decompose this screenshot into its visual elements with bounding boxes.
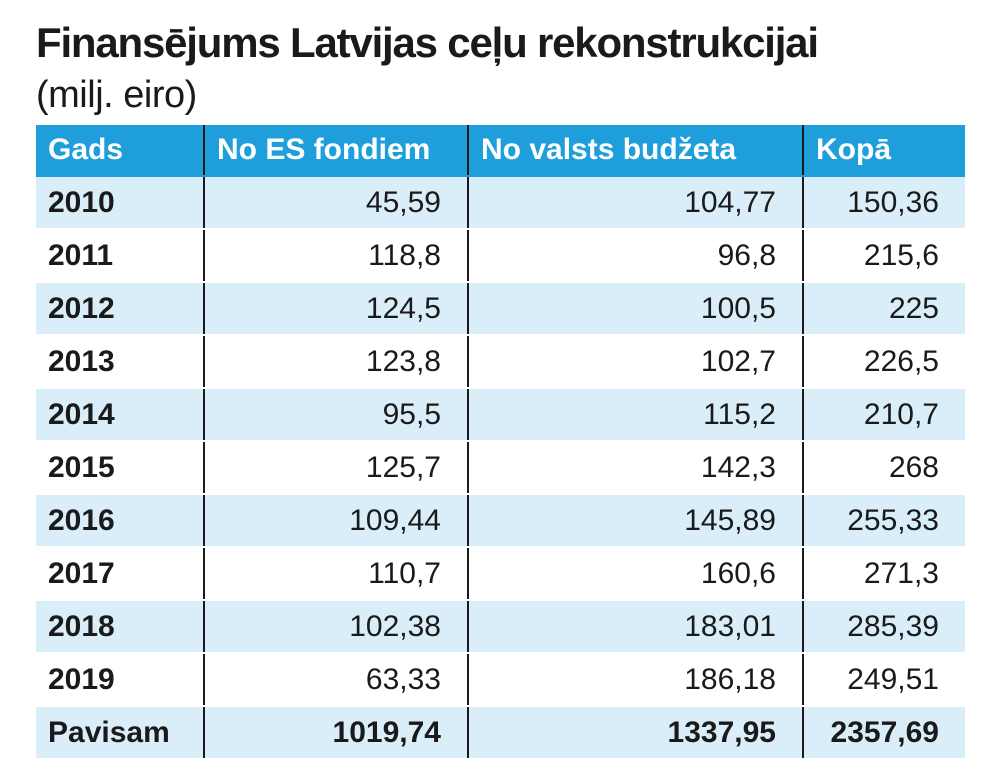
- year-cell: 2012: [36, 282, 204, 336]
- table-row: 2018 102,38 183,01 285,39: [36, 600, 965, 654]
- year-cell: 2011: [36, 229, 204, 283]
- total-state-budget-cell: 1337,95: [467, 706, 803, 760]
- year-cell: 2019: [36, 653, 204, 707]
- header-state-budget: No valsts budžeta: [467, 125, 803, 177]
- total-row: Pavisam 1019,74 1337,95 2357,69: [36, 706, 965, 760]
- table-row: 2014 95,5 115,2 210,7: [36, 388, 965, 442]
- year-cell: 2018: [36, 600, 204, 654]
- eu-funds-cell: 102,38: [203, 600, 468, 654]
- table-row: 2017 110,7 160,6 271,3: [36, 547, 965, 601]
- state-budget-cell: 183,01: [467, 600, 803, 654]
- year-cell: 2014: [36, 388, 204, 442]
- table-row: 2015 125,7 142,3 268: [36, 441, 965, 495]
- table-row: 2010 45,59 104,77 150,36: [36, 176, 965, 230]
- eu-funds-cell: 125,7: [203, 441, 468, 495]
- total-cell: 268: [802, 441, 965, 495]
- header-year: Gads: [36, 125, 204, 177]
- state-budget-cell: 102,7: [467, 335, 803, 389]
- total-cell: 249,51: [802, 653, 965, 707]
- eu-funds-cell: 63,33: [203, 653, 468, 707]
- total-cell: 285,39: [802, 600, 965, 654]
- funding-table: Gads No ES fondiem No valsts budžeta Kop…: [36, 125, 965, 760]
- year-cell: 2015: [36, 441, 204, 495]
- table-header-row: Gads No ES fondiem No valsts budžeta Kop…: [36, 125, 965, 177]
- total-eu-funds-cell: 1019,74: [203, 706, 468, 760]
- eu-funds-cell: 123,8: [203, 335, 468, 389]
- header-total: Kopā: [802, 125, 965, 177]
- table-row: 2016 109,44 145,89 255,33: [36, 494, 965, 548]
- chart-title: Finansējums Latvijas ceļu rekonstrukcija…: [36, 19, 819, 66]
- eu-funds-cell: 110,7: [203, 547, 468, 601]
- total-cell: 150,36: [802, 176, 965, 230]
- state-budget-cell: 100,5: [467, 282, 803, 336]
- state-budget-cell: 142,3: [467, 441, 803, 495]
- eu-funds-cell: 45,59: [203, 176, 468, 230]
- total-cell: 226,5: [802, 335, 965, 389]
- total-cell: 271,3: [802, 547, 965, 601]
- state-budget-cell: 186,18: [467, 653, 803, 707]
- eu-funds-cell: 124,5: [203, 282, 468, 336]
- total-cell: 210,7: [802, 388, 965, 442]
- table-row: 2011 118,8 96,8 215,6: [36, 229, 965, 283]
- year-cell: 2017: [36, 547, 204, 601]
- state-budget-cell: 96,8: [467, 229, 803, 283]
- table-row: 2019 63,33 186,18 249,51: [36, 653, 965, 707]
- table-row: 2013 123,8 102,7 226,5: [36, 335, 965, 389]
- chart-subtitle: (milj. eiro): [36, 74, 197, 116]
- table-row: 2012 124,5 100,5 225: [36, 282, 965, 336]
- total-total-cell: 2357,69: [802, 706, 965, 760]
- state-budget-cell: 115,2: [467, 388, 803, 442]
- year-cell: 2013: [36, 335, 204, 389]
- total-label: Pavisam: [36, 706, 204, 760]
- total-cell: 215,6: [802, 229, 965, 283]
- table-body: 2010 45,59 104,77 150,36 2011 118,8 96,8 215,6 2…: [36, 176, 965, 760]
- state-budget-cell: 145,89: [467, 494, 803, 548]
- total-cell: 255,33: [802, 494, 965, 548]
- eu-funds-cell: 118,8: [203, 229, 468, 283]
- year-cell: 2010: [36, 176, 204, 230]
- year-cell: 2016: [36, 494, 204, 548]
- state-budget-cell: 104,77: [467, 176, 803, 230]
- header-eu-funds: No ES fondiem: [203, 125, 468, 177]
- eu-funds-cell: 109,44: [203, 494, 468, 548]
- total-cell: 225: [802, 282, 965, 336]
- eu-funds-cell: 95,5: [203, 388, 468, 442]
- state-budget-cell: 160,6: [467, 547, 803, 601]
